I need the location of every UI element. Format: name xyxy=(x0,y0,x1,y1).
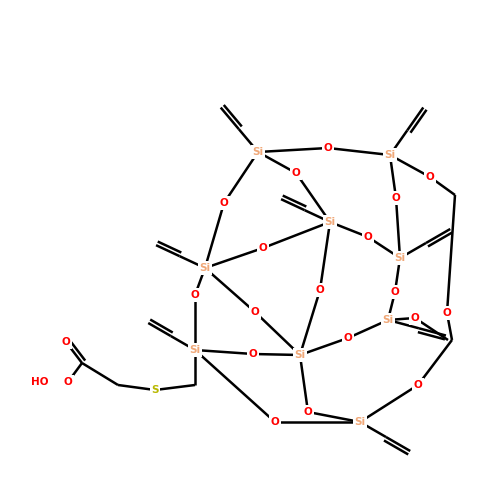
Text: O: O xyxy=(220,198,228,208)
Text: O: O xyxy=(410,313,420,323)
Text: Si: Si xyxy=(252,147,264,157)
Text: O: O xyxy=(64,377,72,387)
Text: O: O xyxy=(248,349,258,359)
Text: O: O xyxy=(292,168,300,178)
Text: O: O xyxy=(250,307,260,317)
Text: Si: Si xyxy=(394,253,406,263)
Text: Si: Si xyxy=(200,263,210,273)
Text: O: O xyxy=(304,407,312,417)
Text: O: O xyxy=(442,308,452,318)
Text: O: O xyxy=(316,285,324,295)
Text: Si: Si xyxy=(324,217,336,227)
Text: O: O xyxy=(62,337,70,347)
Text: Si: Si xyxy=(382,315,394,325)
Text: O: O xyxy=(426,172,434,182)
Text: Si: Si xyxy=(354,417,366,427)
Text: S: S xyxy=(151,385,159,395)
Text: O: O xyxy=(392,193,400,203)
Text: O: O xyxy=(414,380,422,390)
Text: O: O xyxy=(324,143,332,153)
Text: Si: Si xyxy=(190,345,200,355)
Text: Si: Si xyxy=(384,150,396,160)
Text: O: O xyxy=(390,287,400,297)
Text: O: O xyxy=(258,243,268,253)
Text: O: O xyxy=(344,333,352,343)
Text: O: O xyxy=(190,290,200,300)
Text: Si: Si xyxy=(294,350,306,360)
Text: O: O xyxy=(364,232,372,242)
Text: HO: HO xyxy=(31,377,49,387)
Text: O: O xyxy=(270,417,280,427)
